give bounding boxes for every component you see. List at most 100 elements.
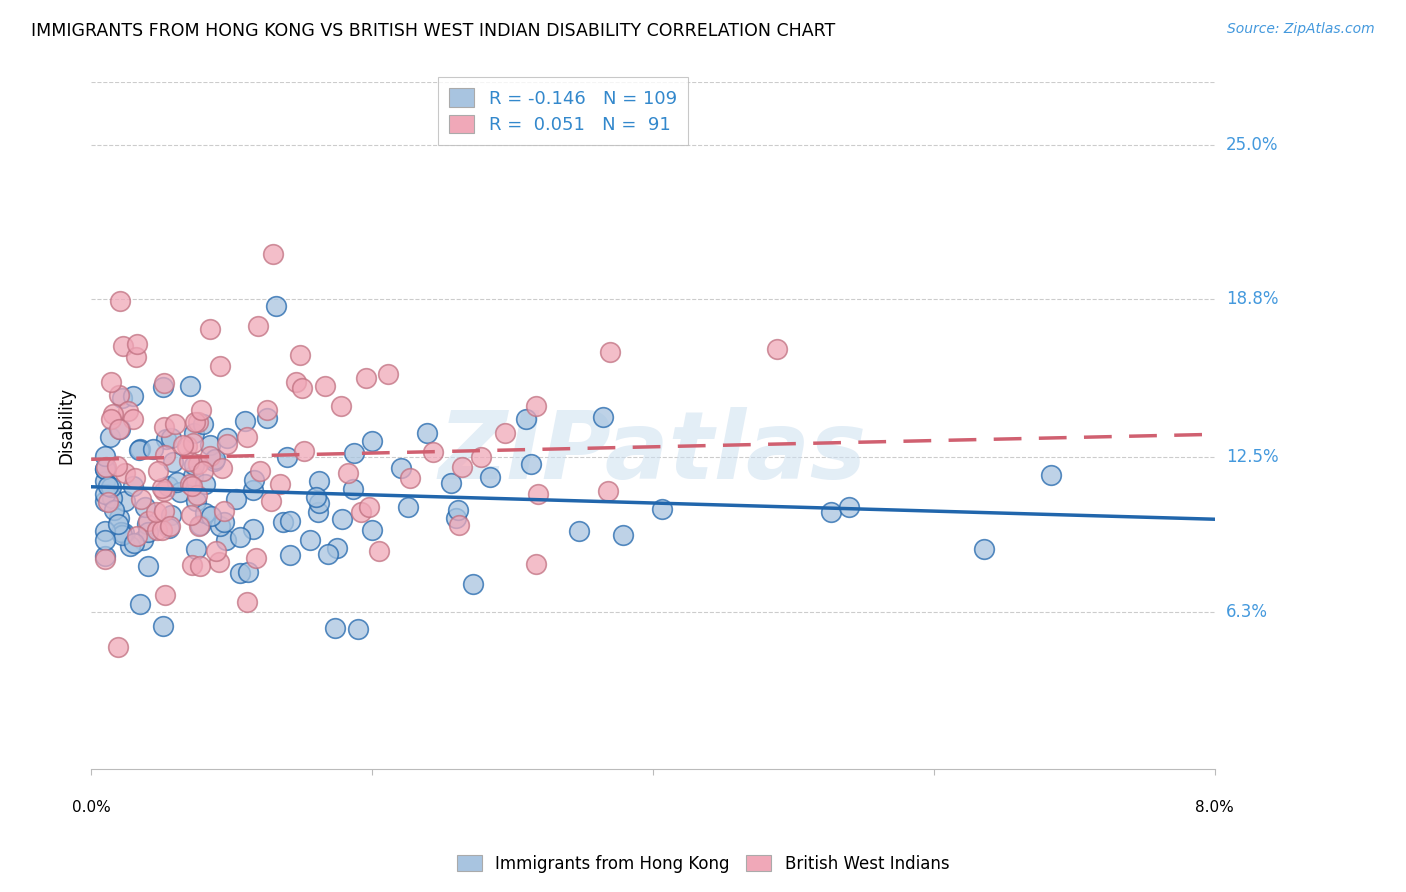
Point — [249, 464, 271, 478]
Point — [242, 522, 264, 536]
Point — [150, 481, 173, 495]
Point — [208, 359, 231, 373]
Point — [94, 549, 117, 564]
Point — [596, 483, 619, 498]
Point — [156, 479, 179, 493]
Point — [350, 505, 373, 519]
Point — [820, 506, 842, 520]
Text: IMMIGRANTS FROM HONG KONG VS BRITISH WEST INDIAN DISABILITY CORRELATION CHART: IMMIGRANTS FROM HONG KONG VS BRITISH WES… — [31, 22, 835, 40]
Point — [101, 407, 124, 421]
Point — [323, 621, 346, 635]
Point — [214, 533, 236, 547]
Point — [361, 434, 384, 448]
Point — [94, 533, 117, 548]
Point — [264, 299, 287, 313]
Point — [125, 337, 148, 351]
Point — [342, 483, 364, 497]
Point — [112, 339, 135, 353]
Point — [451, 460, 474, 475]
Point — [94, 552, 117, 566]
Point — [145, 505, 167, 519]
Point — [236, 565, 259, 579]
Point — [187, 518, 209, 533]
Point — [110, 294, 132, 309]
Point — [233, 414, 256, 428]
Point — [103, 503, 125, 517]
Point — [150, 523, 173, 537]
Point — [463, 576, 485, 591]
Point — [146, 523, 169, 537]
Point — [217, 437, 239, 451]
Point — [343, 446, 366, 460]
Point — [94, 494, 117, 508]
Point — [285, 376, 308, 390]
Point — [136, 517, 159, 532]
Point — [479, 470, 502, 484]
Point — [276, 450, 298, 464]
Point — [118, 539, 141, 553]
Point — [181, 558, 204, 572]
Point — [129, 492, 152, 507]
Point — [262, 247, 284, 261]
Point — [159, 431, 181, 445]
Point — [389, 461, 412, 475]
Point — [160, 508, 183, 523]
Point — [100, 412, 122, 426]
Point — [97, 494, 120, 508]
Point — [399, 470, 422, 484]
Point — [229, 566, 252, 581]
Point — [368, 544, 391, 558]
Point — [177, 454, 200, 468]
Point — [129, 597, 152, 611]
Point — [142, 442, 165, 456]
Text: 18.8%: 18.8% — [1226, 291, 1278, 309]
Point — [176, 439, 198, 453]
Point — [314, 379, 336, 393]
Point — [157, 520, 180, 534]
Point — [136, 559, 159, 574]
Point — [97, 479, 120, 493]
Point — [107, 459, 129, 474]
Point — [447, 518, 470, 533]
Point — [416, 426, 439, 441]
Point — [153, 483, 176, 498]
Point — [354, 371, 377, 385]
Point — [307, 505, 329, 519]
Point — [153, 420, 176, 434]
Point — [183, 458, 205, 472]
Point — [94, 449, 117, 463]
Point — [520, 457, 543, 471]
Point — [184, 415, 207, 429]
Point — [184, 542, 207, 557]
Point — [107, 511, 129, 525]
Point — [132, 533, 155, 547]
Point — [243, 473, 266, 487]
Point — [114, 466, 136, 480]
Point — [217, 431, 239, 445]
Point — [440, 475, 463, 490]
Point — [108, 422, 131, 436]
Point — [329, 400, 352, 414]
Point — [396, 500, 419, 514]
Point — [108, 388, 131, 402]
Point — [125, 350, 148, 364]
Point — [111, 528, 134, 542]
Point — [359, 500, 381, 515]
Point — [269, 476, 291, 491]
Point — [124, 470, 146, 484]
Point — [166, 475, 188, 489]
Point — [229, 530, 252, 544]
Point — [527, 487, 550, 501]
Point — [121, 389, 143, 403]
Point — [361, 523, 384, 537]
Point — [599, 345, 621, 359]
Point — [592, 410, 614, 425]
Point — [242, 483, 264, 498]
Point — [108, 422, 131, 436]
Point — [200, 509, 222, 524]
Text: 8.0%: 8.0% — [1195, 799, 1234, 814]
Point — [337, 466, 360, 480]
Point — [191, 417, 214, 432]
Point — [190, 402, 212, 417]
Point — [107, 640, 129, 655]
